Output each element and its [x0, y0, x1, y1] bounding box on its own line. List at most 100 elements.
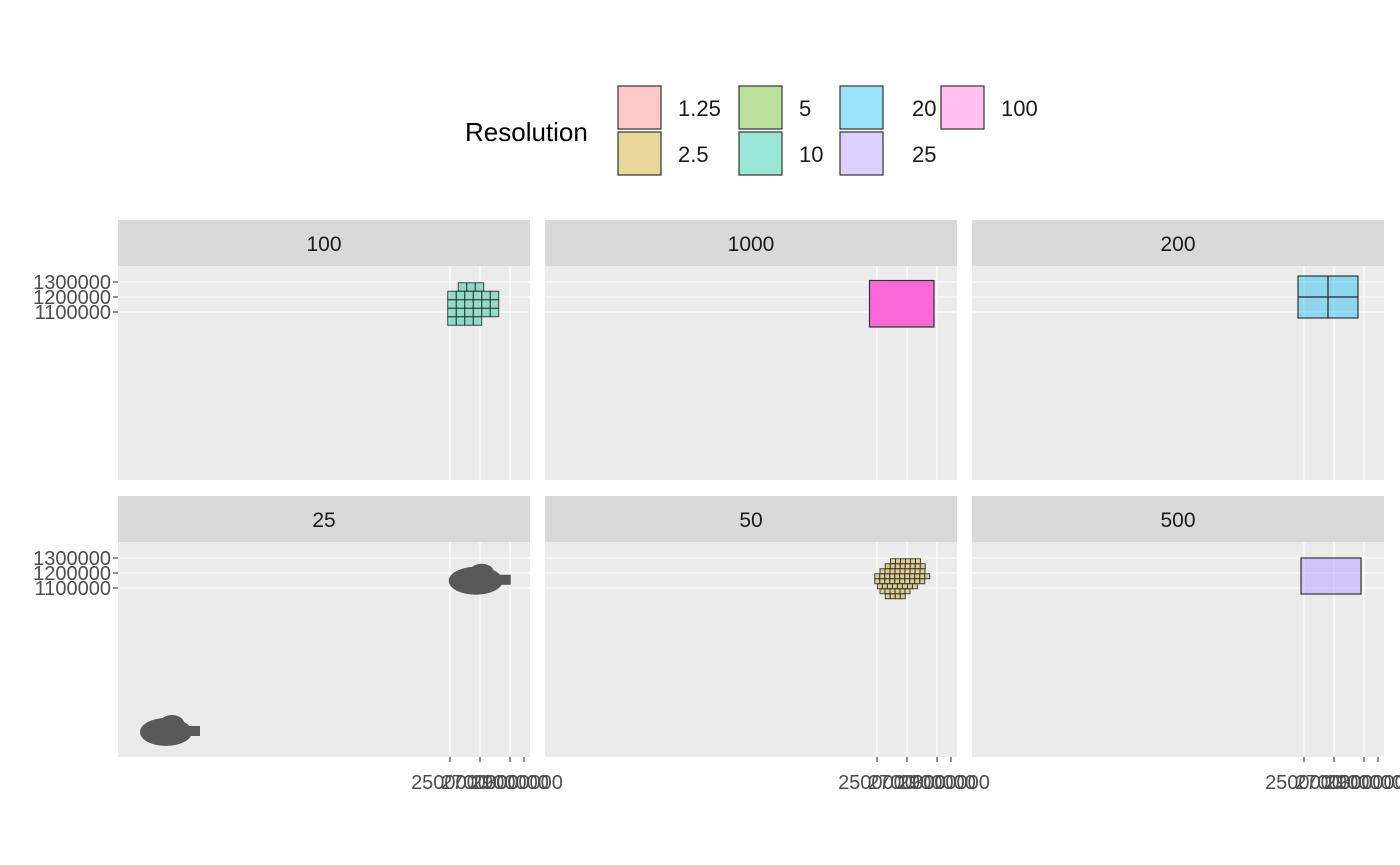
tile [489, 307, 500, 318]
tile [889, 568, 896, 575]
tile [890, 558, 896, 565]
tile [899, 578, 906, 585]
legend-key-10 [738, 131, 783, 176]
tile [894, 593, 901, 600]
tile-cluster-bump-1 [469, 563, 494, 580]
tile [919, 563, 926, 570]
tile [1297, 275, 1329, 298]
tile [879, 568, 886, 575]
tile [899, 573, 906, 580]
tile [472, 316, 483, 326]
tile [895, 558, 901, 565]
tile [1297, 296, 1329, 319]
tile [899, 568, 906, 575]
tile [874, 573, 881, 580]
tile [884, 578, 891, 585]
facet-strip-200 [972, 220, 1384, 266]
tile [879, 588, 886, 595]
tile [894, 588, 901, 595]
tile [904, 563, 911, 570]
tile [455, 290, 466, 301]
x-tick-label-2700000: 2700000 [868, 772, 946, 794]
tile [457, 282, 468, 292]
tile [914, 563, 921, 570]
tile [905, 558, 911, 565]
tile [464, 307, 474, 318]
legend: Resolution 1.25 2.5 5 10 20 25 100 [465, 85, 1038, 176]
tile [455, 316, 466, 326]
tile [909, 568, 916, 575]
tile [891, 583, 898, 590]
facet-strip-label-200: 200 [1160, 233, 1195, 256]
x-tick-label-3000000: 3000000 [485, 772, 563, 794]
tile-cluster-tail-1 [496, 574, 511, 585]
tile [914, 578, 921, 585]
tile [910, 558, 916, 565]
x-tick-label-2500000: 2500000 [1265, 772, 1343, 794]
tile [1327, 296, 1359, 319]
tile [881, 583, 888, 590]
tile [884, 568, 891, 575]
tile [447, 299, 457, 309]
tile [886, 583, 893, 590]
tile [455, 299, 466, 309]
tile [889, 563, 896, 570]
tile [904, 568, 911, 575]
tile [894, 578, 901, 585]
tile-layer [1300, 557, 1362, 595]
legend-title: Resolution [465, 117, 588, 147]
tile [896, 583, 903, 590]
tile [464, 316, 474, 326]
legend-key-100 [940, 85, 985, 130]
tile-layer [874, 558, 931, 600]
tile-layer [447, 282, 500, 326]
tile [481, 290, 491, 301]
tile [919, 568, 926, 575]
y-tick-label-1200000: 1200000 [33, 563, 111, 585]
tile [884, 593, 891, 600]
legend-key-2.5 [617, 131, 662, 176]
tile [447, 290, 457, 301]
tile [879, 578, 886, 585]
tile [474, 282, 485, 292]
x-tick-label-3000000: 3000000 [1339, 772, 1400, 794]
tile [464, 299, 474, 309]
tile [489, 290, 500, 301]
x-tick-label-3000000: 3000000 [912, 772, 990, 794]
tile [884, 573, 891, 580]
x-tick-label-2700000: 2700000 [1295, 772, 1373, 794]
legend-key-1.25 [617, 85, 662, 130]
facet-strip-25 [118, 496, 530, 542]
tile [447, 307, 457, 318]
tile [924, 573, 931, 580]
tile [904, 578, 911, 585]
tile [889, 578, 896, 585]
tile [884, 563, 891, 570]
tile-cluster-tail-2 [186, 726, 200, 736]
tile [1327, 275, 1359, 298]
facet-strip-500 [972, 496, 1384, 542]
tile [909, 578, 916, 585]
facet-strip-100 [118, 220, 530, 266]
tile [919, 573, 926, 580]
tile [464, 290, 474, 301]
legend-label-10: 10 [799, 142, 823, 167]
tile [899, 563, 906, 570]
x-tick-label-2900000: 2900000 [471, 772, 549, 794]
tile [472, 290, 483, 301]
legend-label-100: 100 [1001, 96, 1038, 121]
tile [906, 583, 913, 590]
tile [919, 578, 926, 585]
panel-background [972, 542, 1384, 757]
tile [915, 558, 921, 565]
y-tick-label-1200000: 1200000 [33, 287, 111, 309]
legend-label-20: 20 [912, 96, 936, 121]
x-tick-label-2900000: 2900000 [1325, 772, 1400, 794]
legend-label-2.5: 2.5 [678, 142, 709, 167]
tile [874, 578, 881, 585]
facet-strip-1000 [545, 220, 957, 266]
y-tick-label-1100000: 1100000 [35, 302, 111, 324]
